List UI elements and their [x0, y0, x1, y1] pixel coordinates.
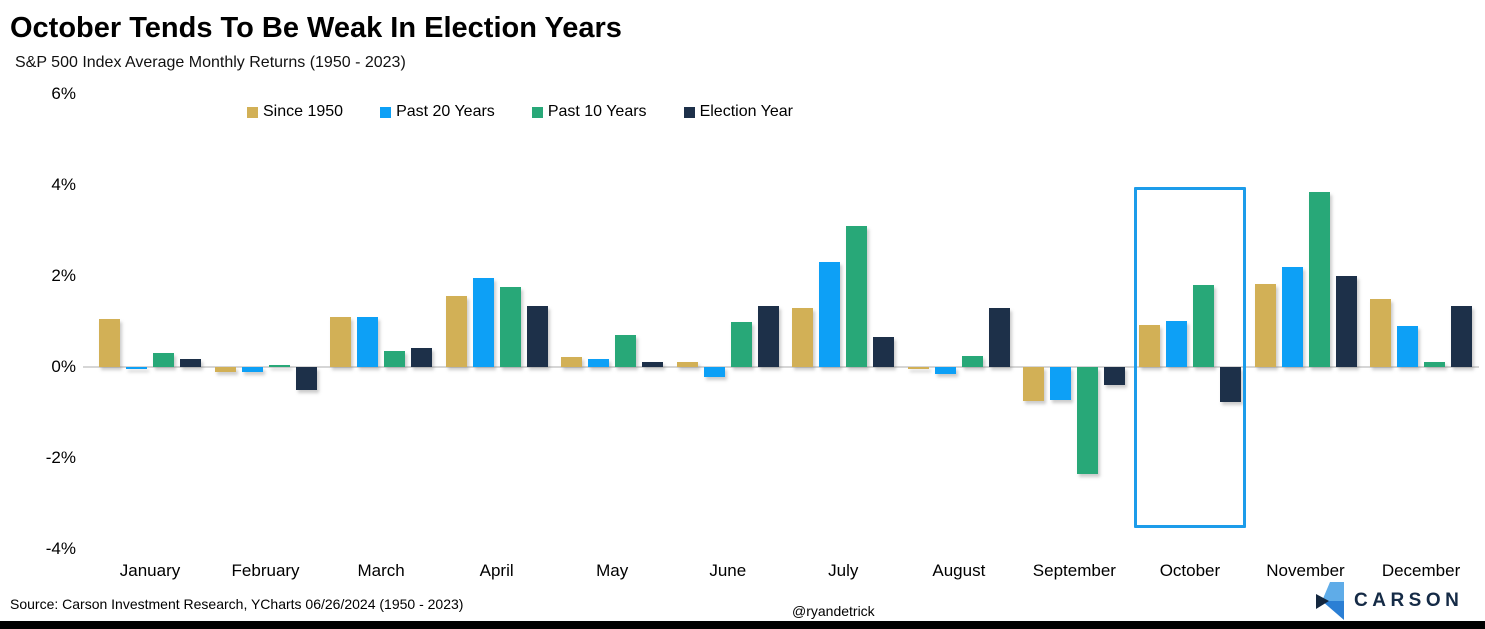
bar-since-1950-june: [676, 361, 698, 367]
bar-since-1950-january: [99, 319, 120, 367]
bar-since-1950-september: [1023, 367, 1045, 402]
bar-past-20-years-february: [241, 367, 263, 372]
x-axis-month-label: March: [357, 561, 405, 580]
legend: Since 1950 Past 20 Years Past 10 Years Elec…: [247, 103, 793, 121]
bar-past-10-years-october: [1192, 285, 1214, 367]
carson-logo: CARSON: [1316, 581, 1482, 621]
x-axis-month-label: May: [596, 561, 629, 580]
legend-swatch-icon: [683, 106, 695, 118]
legend-item-past-20-years: Past 20 Years: [380, 103, 495, 121]
bar-past-20-years-march: [357, 316, 379, 367]
x-axis-month-label: August: [932, 561, 986, 580]
bar-since-1950-may: [561, 356, 583, 367]
bar-election-year-july: [873, 337, 895, 367]
chart-subtitle: S&P 500 Index Average Monthly Returns (1…: [15, 54, 406, 71]
bar-election-year-june: [757, 306, 779, 367]
bar-since-1950-october: [1138, 324, 1160, 367]
legend-swatch-icon: [247, 106, 258, 118]
bar-past-20-years-january: [126, 367, 147, 370]
bar-election-year-may: [642, 362, 664, 367]
x-axis-month-label: January: [119, 561, 181, 580]
bar-past-20-years-december: [1397, 326, 1419, 367]
legend-swatch-icon: [380, 106, 392, 118]
bar-election-year-august: [988, 307, 1010, 367]
bar-since-1950-february: [214, 367, 236, 373]
y-axis-tick-label: -4%: [45, 539, 76, 558]
legend-label: Past 20 Years: [396, 103, 495, 120]
y-axis-tick-label: 6%: [51, 84, 76, 103]
y-axis-tick-label: 4%: [51, 175, 76, 194]
legend-label: Since 1950: [263, 103, 344, 120]
bar-since-1950-march: [330, 316, 352, 367]
bar-past-10-years-april: [499, 287, 521, 367]
y-axis-tick-label: -2%: [45, 448, 76, 467]
bar-election-year-december: [1451, 305, 1473, 367]
bar-past-20-years-august: [934, 367, 956, 374]
bar-election-year-february: [295, 367, 317, 390]
legend-item-election-year: Election Year: [683, 103, 793, 121]
bar-past-10-years-july: [846, 225, 868, 367]
bar-election-year-april: [526, 305, 548, 367]
bar-past-10-years-september: [1077, 367, 1099, 474]
x-axis-month-label: December: [1381, 561, 1461, 580]
bar-past-10-years-june: [730, 321, 752, 367]
bar-election-year-january: [180, 358, 201, 367]
bar-past-20-years-july: [819, 262, 841, 367]
bar-since-1950-august: [907, 367, 929, 370]
x-axis-month-label: February: [231, 561, 300, 580]
bar-past-20-years-may: [588, 359, 610, 367]
bar-past-20-years-november: [1281, 266, 1303, 367]
legend-label: Past 10 Years: [547, 103, 647, 120]
bar-past-10-years-may: [615, 335, 637, 367]
bar-past-10-years-december: [1424, 362, 1446, 367]
bar-past-20-years-october: [1165, 320, 1187, 367]
source-text: Source: Carson Investment Research, YCha…: [10, 596, 464, 612]
chart-title: October Tends To Be Weak In Election Yea…: [10, 12, 622, 44]
carson-brand-text: CARSON: [1354, 590, 1464, 611]
bar-since-1950-april: [445, 296, 467, 367]
x-axis-month-label: April: [479, 561, 514, 580]
bar-past-20-years-september: [1050, 367, 1072, 401]
zero-axis-line: [83, 366, 1479, 368]
x-axis-month-label: September: [1032, 561, 1116, 580]
bar-election-year-october: [1219, 367, 1241, 402]
legend-swatch-icon: [531, 106, 543, 118]
bar-past-10-years-february: [268, 364, 290, 367]
x-axis-month-label: June: [709, 561, 747, 580]
bottom-border-bar: [0, 621, 1485, 629]
carson-logo-icon: [1316, 582, 1344, 620]
bar-since-1950-november: [1254, 284, 1276, 367]
x-axis-month-label: July: [828, 561, 859, 580]
author-handle: @ryandetrick: [792, 603, 875, 619]
bar-past-10-years-march: [384, 351, 406, 367]
y-axis-tick-label: 2%: [51, 266, 76, 285]
bar-since-1950-july: [792, 307, 814, 367]
bar-election-year-november: [1335, 276, 1357, 367]
x-axis-month-label: November: [1266, 561, 1345, 580]
bar-election-year-march: [411, 347, 433, 367]
bar-since-1950-december: [1370, 298, 1392, 367]
bar-election-year-september: [1104, 367, 1126, 386]
legend-label: Election Year: [699, 103, 793, 120]
y-axis-tick-label: 0%: [51, 357, 76, 376]
bar-past-20-years-april: [472, 278, 494, 367]
bar-past-10-years-january: [153, 353, 174, 367]
x-axis-month-label: October: [1159, 561, 1221, 580]
legend-item-past-10-years: Past 10 Years: [531, 103, 647, 121]
bar-past-20-years-june: [703, 367, 725, 377]
bar-past-10-years-november: [1308, 191, 1330, 367]
october-highlight-box: [1133, 187, 1246, 528]
legend-item-since-1950: Since 1950: [247, 103, 343, 121]
bar-past-10-years-august: [961, 355, 983, 367]
